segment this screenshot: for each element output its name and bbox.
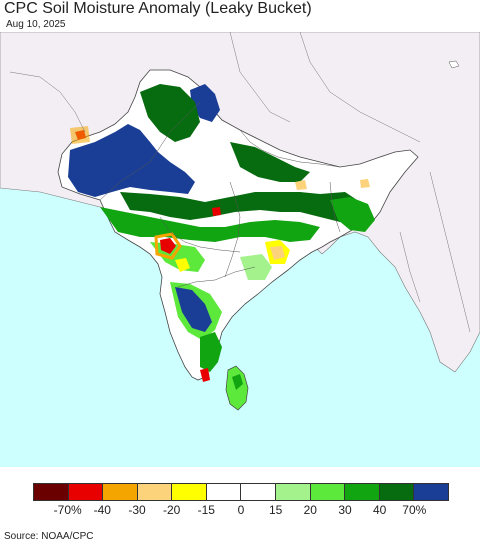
- legend-tick: -20: [163, 503, 181, 517]
- legend-ticks: -70% -40 -30 -20 -15 0 15 20 30 40 70%: [33, 503, 449, 517]
- legend-tick: -40: [93, 503, 111, 517]
- legend-swatch-7: [241, 484, 277, 500]
- border-lines: [99, 101, 341, 288]
- dark-green-north: [140, 84, 200, 142]
- legend-tick: 30: [338, 503, 352, 517]
- green-coast: [200, 332, 222, 372]
- red-patch-northcentral: [212, 207, 221, 216]
- blue-region-south: [175, 287, 212, 332]
- pale-green-patch: [240, 254, 272, 280]
- legend-swatch-2: [68, 484, 104, 500]
- legend-tick: -15: [197, 503, 215, 517]
- yellow-patch-far-ne: [360, 179, 370, 188]
- legend-tick: 0: [237, 503, 245, 517]
- island-ne: [448, 60, 460, 69]
- legend-swatch-6: [206, 484, 242, 500]
- legend-tick: 20: [303, 503, 317, 517]
- orange-patch-west: [70, 126, 90, 144]
- legend-tick: -70%: [53, 503, 82, 517]
- blue-region-nw: [68, 124, 195, 197]
- tan-patch-east: [270, 246, 285, 260]
- legend-swatch-11: [379, 484, 415, 500]
- sri-lanka-wet: [232, 374, 243, 390]
- orange-ring-central: [154, 232, 182, 260]
- legend-tick: 70%: [402, 503, 427, 517]
- source-credit: Source: NOAA/CPC: [4, 531, 94, 542]
- legend-tick: 40: [373, 503, 387, 517]
- map-title: CPC Soil Moisture Anomaly (Leaky Bucket): [4, 0, 312, 17]
- legend-swatch-10: [345, 484, 380, 500]
- legend-swatch-5: [172, 484, 207, 500]
- legend-swatch-8: [276, 484, 311, 500]
- outer-borders: [9, 32, 471, 333]
- dark-green-ne: [230, 142, 310, 182]
- legend-swatch-9: [310, 484, 346, 500]
- green-region-central: [100, 207, 320, 242]
- yellow-patch-ne: [295, 180, 307, 190]
- map-date: Aug 10, 2025: [6, 19, 66, 30]
- green-region-east: [330, 197, 375, 232]
- legend-swatch-1: [34, 484, 69, 500]
- legend-tick: -30: [128, 503, 146, 517]
- dark-green-belt: [120, 192, 360, 222]
- legend-swatch-3: [103, 484, 138, 500]
- red-patch-south: [200, 368, 210, 382]
- yellow-patch-mid: [175, 258, 190, 272]
- legend-swatch-4: [137, 484, 173, 500]
- legend-swatch-12: [414, 484, 448, 500]
- legend-tick: 15: [269, 503, 283, 517]
- soil-moisture-map: [0, 32, 480, 467]
- red-patch-central: [160, 238, 176, 254]
- color-legend: [33, 483, 449, 501]
